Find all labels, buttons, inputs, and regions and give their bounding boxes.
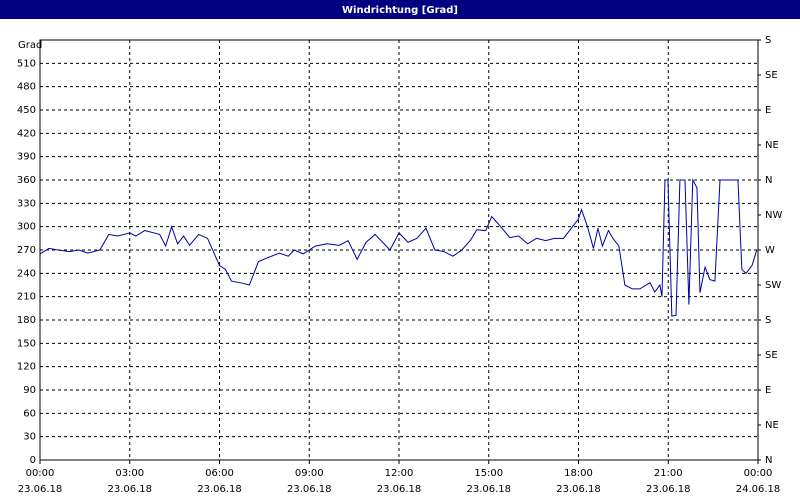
x-tick-label: 09:00 bbox=[295, 468, 324, 479]
y2-tick-label: NE bbox=[765, 420, 779, 431]
y-tick-label: 270 bbox=[17, 245, 36, 256]
x-tick-date: 23.06.18 bbox=[197, 484, 242, 495]
x-tick-label: 15:00 bbox=[474, 468, 503, 479]
x-tick-date: 24.06.18 bbox=[736, 484, 781, 495]
x-tick-date: 23.06.18 bbox=[377, 484, 422, 495]
y2-tick-label: W bbox=[765, 245, 775, 256]
y-tick-label: 420 bbox=[17, 128, 36, 139]
x-tick-label: 00:00 bbox=[26, 468, 55, 479]
y-tick-label: 480 bbox=[17, 82, 36, 93]
y2-tick-label: S bbox=[765, 35, 771, 46]
y2-tick-label: N bbox=[765, 175, 772, 186]
x-tick-label: 12:00 bbox=[385, 468, 414, 479]
title-bar bbox=[0, 0, 800, 19]
x-tick-date: 23.06.18 bbox=[556, 484, 601, 495]
y2-tick-label: E bbox=[765, 105, 771, 116]
y-tick-label: 90 bbox=[23, 385, 36, 396]
data-line bbox=[39, 178, 758, 317]
y-tick-label: 120 bbox=[17, 362, 36, 373]
x-tick-date: 23.06.18 bbox=[287, 484, 332, 495]
x-tick-label: 00:00 bbox=[744, 468, 773, 479]
chart-title: Windrichtung [Grad] bbox=[342, 5, 458, 16]
y-tick-label: 390 bbox=[17, 152, 36, 163]
x-tick-date: 23.06.18 bbox=[18, 484, 63, 495]
x-tick-date: 23.06.18 bbox=[107, 484, 152, 495]
y-tick-label: 30 bbox=[23, 432, 36, 443]
y2-tick-label: E bbox=[765, 385, 771, 396]
y-tick-label: 510 bbox=[17, 58, 36, 69]
y2-tick-label: S bbox=[765, 315, 771, 326]
y2-tick-label: NE bbox=[765, 140, 779, 151]
y-tick-label: 210 bbox=[17, 292, 36, 303]
x-tick-label: 18:00 bbox=[564, 468, 593, 479]
y-tick-label: 300 bbox=[17, 222, 36, 233]
y-tick-label: 360 bbox=[17, 175, 36, 186]
y-tick-label: 60 bbox=[23, 408, 36, 419]
x-tick-label: 21:00 bbox=[654, 468, 683, 479]
y-tick-label: 450 bbox=[17, 105, 36, 116]
y2-tick-label: N bbox=[765, 455, 772, 466]
y-axis-label: Grad bbox=[18, 40, 42, 51]
y-tick-label: 0 bbox=[30, 455, 36, 466]
y-tick-label: 180 bbox=[17, 315, 36, 326]
x-tick-date: 23.06.18 bbox=[466, 484, 511, 495]
y2-tick-label: SE bbox=[765, 350, 778, 361]
y-tick-label: 330 bbox=[17, 198, 36, 209]
y2-tick-label: NW bbox=[765, 210, 782, 221]
x-tick-date: 23.06.18 bbox=[646, 484, 691, 495]
x-tick-label: 06:00 bbox=[205, 468, 234, 479]
y-tick-label: 240 bbox=[17, 268, 36, 279]
x-tick-label: 03:00 bbox=[115, 468, 144, 479]
y2-tick-label: SW bbox=[765, 280, 781, 291]
y-tick-label: 150 bbox=[17, 338, 36, 349]
y2-tick-label: SE bbox=[765, 70, 778, 81]
